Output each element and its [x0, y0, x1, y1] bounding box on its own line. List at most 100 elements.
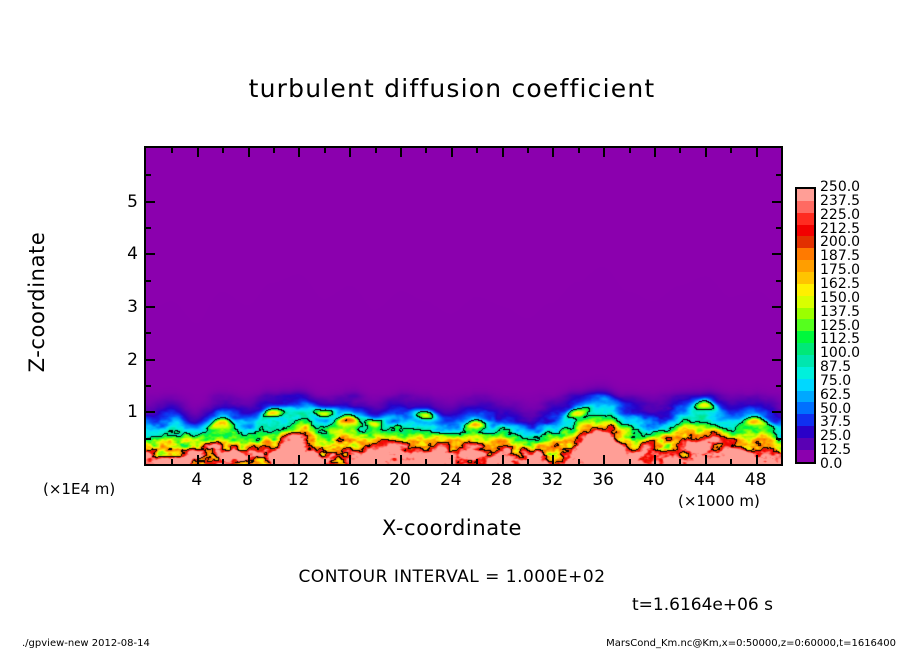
y-tick-right-5: [772, 200, 781, 203]
x-tick-top-30: [527, 148, 529, 153]
x-tick-bottom-46: [730, 459, 733, 464]
colorbar-label-100.0: 100.0: [820, 345, 861, 362]
x-tick-top-46: [730, 148, 733, 153]
footer-source: MarsCond_Km.nc@Km,x=0:50000,z=0:60000,t=…: [606, 638, 896, 649]
x-tick-bottom-28: [501, 455, 504, 464]
colorbar-band-13: [797, 343, 814, 356]
x-tick-bottom-2: [171, 459, 174, 464]
x-tick-top-26: [476, 148, 479, 153]
y-tick-right-0.5: [776, 437, 781, 440]
x-tick-bottom-16: [349, 455, 352, 464]
x-tick-top-44: [704, 148, 707, 157]
x-tick-label-48: 48: [744, 470, 767, 490]
colorbar-label-187.5: 187.5: [820, 248, 861, 265]
y-tick-right-2.5: [776, 332, 781, 335]
colorbar-band-19: [797, 414, 814, 427]
x-tick-bottom-44: [704, 455, 707, 464]
colorbar-band-10: [797, 307, 814, 320]
x-tick-bottom-24: [450, 455, 453, 464]
colorbar-label-37.5: 37.5: [820, 414, 852, 431]
x-tick-label-36: 36: [592, 470, 614, 490]
x-tick-top-2: [171, 148, 174, 153]
y-tick-right-4: [772, 253, 781, 256]
x-tick-top-34: [577, 148, 580, 153]
y-tick-label-3: 3: [127, 297, 138, 317]
colorbar-label-125.0: 125.0: [820, 317, 861, 334]
x-tick-label-32: 32: [541, 470, 564, 490]
x-tick-bottom-10: [273, 459, 275, 464]
colorbar-label-250.0: 250.0: [820, 179, 861, 195]
y-axis-unit-label: (×1E4 m): [43, 480, 116, 498]
x-tick-bottom-14: [323, 459, 326, 464]
x-tick-label-40: 40: [643, 470, 665, 490]
x-tick-bottom-42: [679, 459, 682, 464]
colorbar-band-6: [797, 260, 814, 273]
x-tick-top-14: [323, 148, 326, 153]
x-tick-top-42: [679, 148, 682, 153]
x-tick-top-6: [222, 148, 225, 153]
colorbar-label-75.0: 75.0: [820, 372, 852, 389]
x-tick-bottom-48: [755, 455, 758, 464]
x-tick-top-10: [273, 148, 275, 153]
y-tick-right-1.5: [776, 385, 781, 387]
x-tick-bottom-50: [781, 459, 783, 464]
colorbar-band-7: [797, 272, 814, 284]
x-tick-top-38: [628, 148, 631, 153]
y-tick-right-2: [772, 358, 781, 361]
colorbar-label-200.0: 200.0: [820, 234, 861, 251]
y-tick-right-3.5: [776, 279, 781, 282]
colorbar-label-237.5: 237.5: [820, 192, 861, 209]
y-tick-right-5.5: [776, 174, 781, 177]
x-tick-bottom-36: [603, 455, 606, 464]
y-tick-right-4.5: [776, 227, 781, 229]
colorbar-label-212.5: 212.5: [820, 220, 861, 237]
x-tick-top-32: [552, 148, 555, 157]
colorbar-label-12.5: 12.5: [820, 442, 852, 459]
colorbar-label-175.0: 175.0: [820, 262, 861, 279]
x-axis-title: X-coordinate: [381, 516, 523, 540]
x-tick-top-8: [247, 148, 250, 157]
x-tick-label-44: 44: [693, 470, 716, 490]
x-tick-label-28: 28: [490, 470, 513, 490]
x-tick-bottom-6: [222, 459, 225, 464]
y-axis-title: Z-coordinate: [25, 231, 49, 373]
y-tick-left-3: [146, 306, 155, 308]
contour-field-canvas: [146, 148, 781, 464]
colorbar-tick-labels: 250.0 237.5 225.0 212.5 200.0 187.5 175.0 162.5…: [820, 180, 900, 472]
x-tick-bottom-18: [374, 459, 377, 464]
x-tick-top-20: [400, 148, 402, 157]
y-tick-label-2: 2: [127, 349, 138, 370]
footer-command: ./gpview-new 2012-08-14: [22, 638, 150, 649]
y-tick-left-1: [146, 411, 155, 414]
x-tick-bottom-8: [247, 455, 250, 464]
colorbar-label-62.5: 62.5: [820, 386, 852, 403]
x-axis-unit-label: (×1000 m): [678, 492, 760, 510]
y-tick-left-4: [146, 253, 155, 256]
x-tick-bottom-40: [654, 455, 656, 464]
colorbar-band-14: [797, 355, 814, 367]
x-tick-label-8: 8: [242, 470, 253, 490]
x-tick-label-4: 4: [191, 470, 203, 490]
y-tick-left-5: [146, 200, 155, 203]
x-tick-top-50: [781, 148, 783, 153]
colorbar-band-9: [797, 295, 814, 308]
colorbar-band-11: [797, 319, 814, 332]
y-tick-left-5.5: [146, 174, 151, 177]
y-tick-label-1: 1: [127, 402, 138, 423]
y-tick-label-5: 5: [127, 191, 138, 212]
colorbar-band-12: [797, 331, 814, 344]
x-tick-bottom-12: [298, 455, 301, 464]
contour-interval-note: CONTOUR INTERVAL = 1.000E+02: [298, 567, 606, 587]
x-tick-top-22: [425, 148, 428, 153]
y-tick-left-3.5: [146, 279, 151, 282]
colorbar-band-1: [797, 200, 814, 213]
x-tick-top-18: [374, 148, 377, 153]
y-tick-left-1.5: [146, 385, 151, 387]
x-tick-bottom-32: [552, 455, 555, 464]
y-tick-left-0.5: [146, 437, 151, 440]
colorbar-band-2: [797, 212, 814, 225]
x-tick-top-24: [450, 148, 453, 157]
colorbar-label-50.0: 50.0: [820, 400, 852, 417]
x-tick-label-24: 24: [439, 470, 462, 490]
colorbar-label-112.5: 112.5: [820, 331, 861, 348]
